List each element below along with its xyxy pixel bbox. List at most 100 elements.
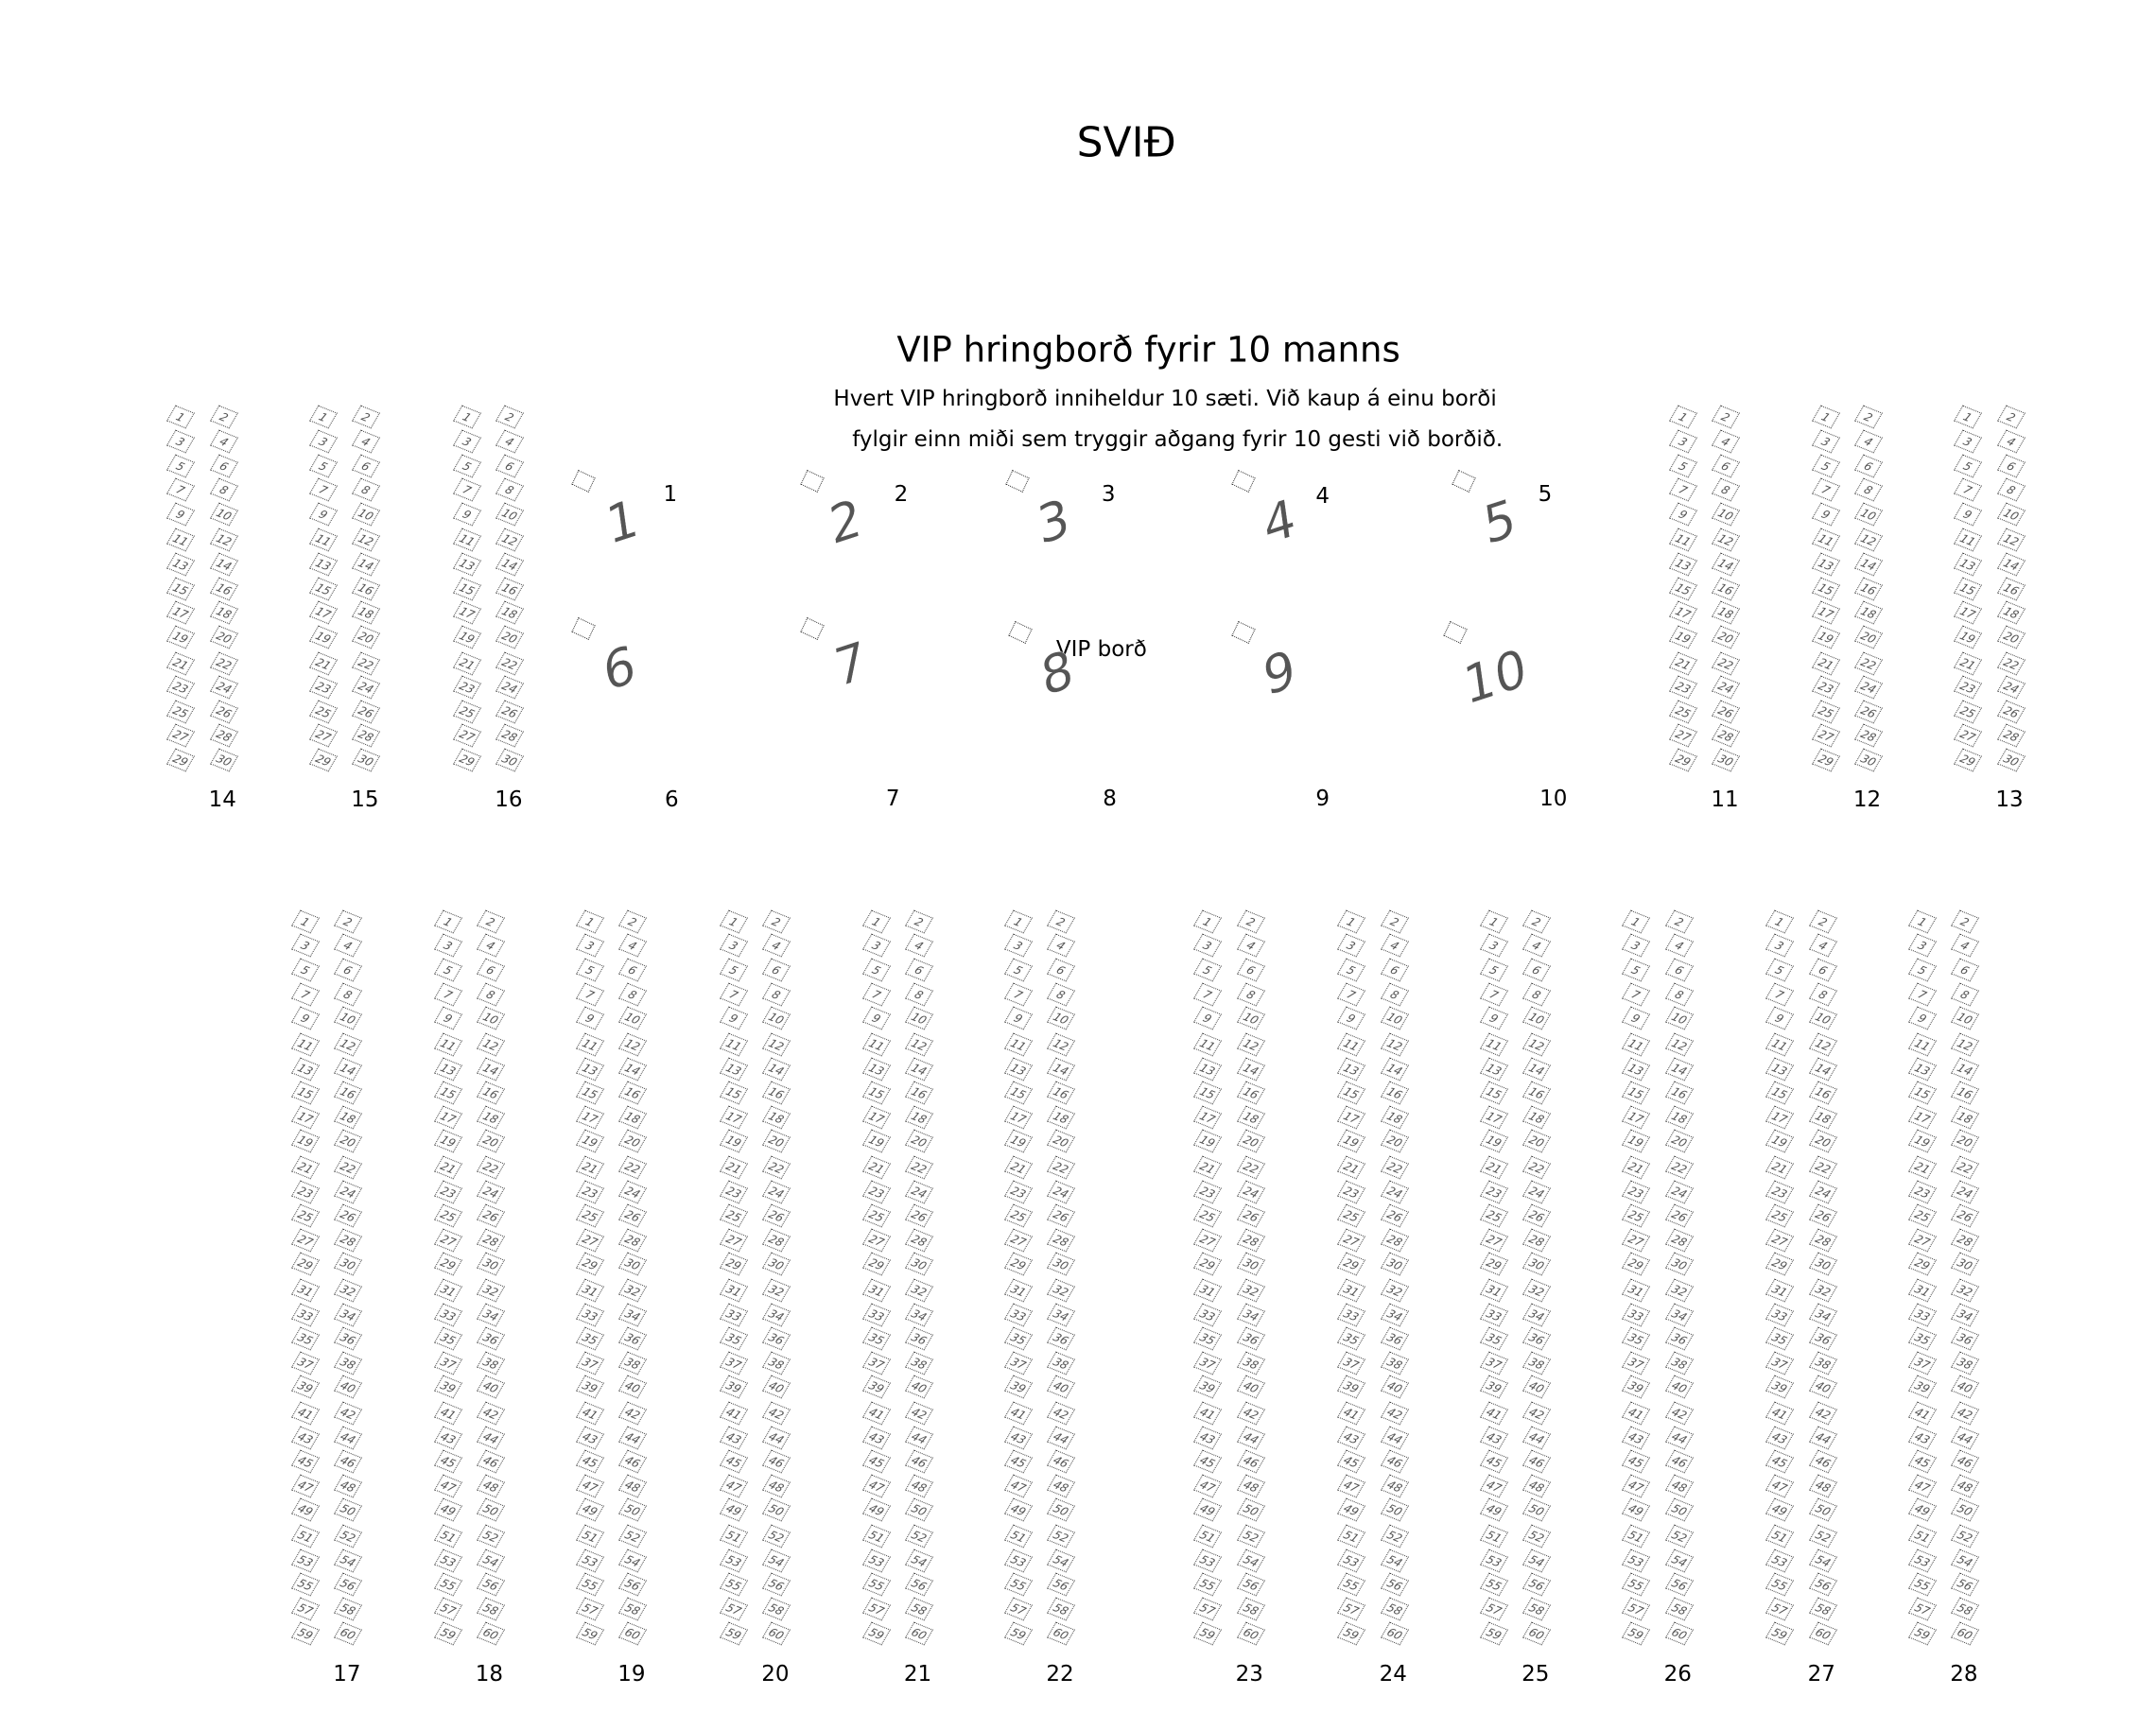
seat-14-18[interactable]: 18 (209, 600, 238, 625)
seat-27-43[interactable]: 43 (1765, 1426, 1795, 1450)
seat-20-12[interactable]: 12 (762, 1032, 791, 1057)
seat-21-33[interactable]: 33 (861, 1303, 891, 1327)
seat-14-25[interactable]: 25 (166, 700, 196, 724)
seat-21-16[interactable]: 16 (904, 1081, 933, 1105)
seat-19-14[interactable]: 14 (618, 1057, 648, 1081)
seat-16-30[interactable]: 30 (496, 748, 525, 772)
seat-20-36[interactable]: 36 (762, 1326, 791, 1351)
seat-12-7[interactable]: 7 (1811, 477, 1840, 502)
seat-23-2[interactable]: 2 (1236, 909, 1265, 934)
seat-19-45[interactable]: 45 (576, 1449, 605, 1474)
seat-24-42[interactable]: 42 (1380, 1401, 1409, 1426)
seat-24-38[interactable]: 38 (1380, 1351, 1409, 1375)
seat-20-8[interactable]: 8 (762, 982, 791, 1006)
seat-26-13[interactable]: 13 (1622, 1057, 1651, 1081)
seat-28-11[interactable]: 11 (1908, 1032, 1937, 1057)
seat-21-32[interactable]: 32 (904, 1278, 933, 1303)
seat-17-54[interactable]: 54 (334, 1548, 363, 1573)
seat-25-13[interactable]: 13 (1479, 1057, 1508, 1081)
seat-25-28[interactable]: 28 (1522, 1228, 1552, 1253)
seat-26-23[interactable]: 23 (1622, 1180, 1651, 1203)
seat-19-60[interactable]: 60 (618, 1621, 648, 1645)
seat-18-54[interactable]: 54 (476, 1548, 505, 1573)
seat-24-35[interactable]: 35 (1337, 1326, 1366, 1351)
seat-20-38[interactable]: 38 (762, 1351, 791, 1375)
seat-22-9[interactable]: 9 (1004, 1006, 1034, 1030)
seat-14-28[interactable]: 28 (209, 723, 238, 748)
seat-22-32[interactable]: 32 (1047, 1278, 1076, 1303)
seat-11-8[interactable]: 8 (1712, 477, 1741, 502)
seat-25-52[interactable]: 52 (1522, 1524, 1552, 1548)
seat-21-52[interactable]: 52 (904, 1524, 933, 1548)
seat-26-30[interactable]: 30 (1664, 1252, 1694, 1276)
seat-27-4[interactable]: 4 (1808, 933, 1837, 958)
seat-22-59[interactable]: 59 (1004, 1621, 1034, 1645)
seat-28-57[interactable]: 57 (1908, 1597, 1937, 1621)
seat-27-31[interactable]: 31 (1765, 1278, 1795, 1303)
seat-26-46[interactable]: 46 (1664, 1449, 1694, 1474)
seat-18-52[interactable]: 52 (476, 1524, 505, 1548)
seat-19-20[interactable]: 20 (618, 1129, 648, 1153)
seat-13-6[interactable]: 6 (1996, 454, 2026, 477)
seat-14-26[interactable]: 26 (209, 700, 238, 724)
seat-27-19[interactable]: 19 (1765, 1129, 1795, 1153)
seat-19-21[interactable]: 21 (576, 1155, 605, 1180)
seat-26-47[interactable]: 47 (1622, 1474, 1651, 1498)
seat-20-32[interactable]: 32 (762, 1278, 791, 1303)
seat-22-26[interactable]: 26 (1047, 1203, 1076, 1228)
seat-12-24[interactable]: 24 (1854, 675, 1883, 700)
seat-15-7[interactable]: 7 (309, 477, 338, 502)
seat-13-22[interactable]: 22 (1996, 651, 2026, 675)
seat-14-27[interactable]: 27 (166, 723, 196, 748)
seat-28-14[interactable]: 14 (1951, 1057, 1980, 1081)
seat-28-2[interactable]: 2 (1951, 909, 1980, 934)
seat-21-6[interactable]: 6 (904, 958, 933, 982)
seat-15-5[interactable]: 5 (309, 454, 338, 477)
seat-20-14[interactable]: 14 (762, 1057, 791, 1081)
seat-12-17[interactable]: 17 (1811, 600, 1840, 625)
seat-22-34[interactable]: 34 (1047, 1303, 1076, 1327)
seat-23-42[interactable]: 42 (1236, 1401, 1265, 1426)
seat-13-17[interactable]: 17 (1954, 600, 1983, 625)
seat-28-54[interactable]: 54 (1951, 1548, 1980, 1573)
seat-14-22[interactable]: 22 (209, 651, 238, 675)
seat-23-45[interactable]: 45 (1193, 1449, 1223, 1474)
seat-14-8[interactable]: 8 (209, 477, 238, 502)
seat-13-14[interactable]: 14 (1996, 552, 2026, 577)
seat-19-22[interactable]: 22 (618, 1155, 648, 1180)
seat-18-51[interactable]: 51 (433, 1524, 462, 1548)
seat-22-38[interactable]: 38 (1047, 1351, 1076, 1375)
seat-17-27[interactable]: 27 (291, 1228, 320, 1253)
seat-25-9[interactable]: 9 (1479, 1006, 1508, 1030)
seat-19-3[interactable]: 3 (576, 933, 605, 958)
seat-28-6[interactable]: 6 (1951, 958, 1980, 982)
seat-23-30[interactable]: 30 (1236, 1252, 1265, 1276)
seat-15-24[interactable]: 24 (352, 675, 381, 700)
seat-26-20[interactable]: 20 (1664, 1129, 1694, 1153)
seat-22-54[interactable]: 54 (1047, 1548, 1076, 1573)
seat-28-45[interactable]: 45 (1908, 1449, 1937, 1474)
seat-21-19[interactable]: 19 (861, 1129, 891, 1153)
seat-22-55[interactable]: 55 (1004, 1572, 1034, 1597)
seat-18-17[interactable]: 17 (433, 1105, 462, 1130)
seat-24-18[interactable]: 18 (1380, 1105, 1409, 1130)
seat-16-22[interactable]: 22 (496, 651, 525, 675)
seat-22-50[interactable]: 50 (1047, 1498, 1076, 1522)
seat-15-11[interactable]: 11 (309, 528, 338, 552)
seat-12-19[interactable]: 19 (1811, 625, 1840, 649)
seat-24-34[interactable]: 34 (1380, 1303, 1409, 1327)
seat-25-33[interactable]: 33 (1479, 1303, 1508, 1327)
seat-18-60[interactable]: 60 (476, 1621, 505, 1645)
seat-18-26[interactable]: 26 (476, 1203, 505, 1228)
seat-26-52[interactable]: 52 (1664, 1524, 1694, 1548)
seat-25-21[interactable]: 21 (1479, 1155, 1508, 1180)
seat-21-10[interactable]: 10 (904, 1006, 933, 1030)
seat-23-32[interactable]: 32 (1236, 1278, 1265, 1303)
seat-23-1[interactable]: 1 (1193, 909, 1223, 934)
seat-24-55[interactable]: 55 (1337, 1572, 1366, 1597)
seat-24-30[interactable]: 30 (1380, 1252, 1409, 1276)
seat-20-52[interactable]: 52 (762, 1524, 791, 1548)
seat-22-44[interactable]: 44 (1047, 1426, 1076, 1450)
seat-23-37[interactable]: 37 (1193, 1351, 1223, 1375)
seat-14-29[interactable]: 29 (166, 748, 196, 772)
